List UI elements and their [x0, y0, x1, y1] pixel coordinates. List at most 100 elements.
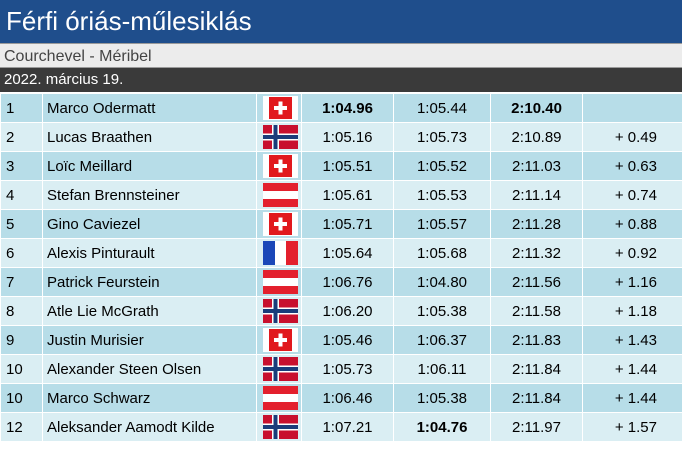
- total-time-cell: 2:11.14: [490, 180, 583, 210]
- austria-flag-icon: [263, 270, 298, 294]
- table-row: 5 Gino Caviezel 1:05.71 1:05.57 2:11.28 + 0.…: [0, 209, 682, 239]
- norway-flag-icon: [263, 357, 298, 381]
- run2-time-cell: 1:05.57: [393, 209, 491, 239]
- table-row: 6 Alexis Pinturault 1:05.64 1:05.68 2:11.32…: [0, 238, 682, 268]
- run2-time-cell: 1:04.80: [393, 267, 491, 297]
- gap-cell: + 1.44: [582, 354, 682, 384]
- rank-cell: 3: [0, 151, 43, 181]
- table-row: 8 Atle Lie McGrath 1:06.20 1:05.38 2:11.58 +…: [0, 296, 682, 326]
- run2-time-cell: 1:05.52: [393, 151, 491, 181]
- run1-time-cell: 1:05.73: [301, 354, 394, 384]
- total-time-cell: 2:11.03: [490, 151, 583, 181]
- athlete-name-cell: Atle Lie McGrath: [42, 296, 257, 326]
- run1-time-cell: 1:06.20: [301, 296, 394, 326]
- run1-time-cell: 1:04.96: [301, 93, 394, 123]
- date-label: 2022. március 19.: [0, 68, 682, 92]
- gap-cell: + 0.88: [582, 209, 682, 239]
- run1-time-cell: 1:05.16: [301, 122, 394, 152]
- athlete-name-cell: Loïc Meillard: [42, 151, 257, 181]
- athlete-name-cell: Marco Odermatt: [42, 93, 257, 123]
- athlete-name-cell: Aleksander Aamodt Kilde: [42, 412, 257, 442]
- run1-time-cell: 1:05.61: [301, 180, 394, 210]
- total-time-cell: 2:11.58: [490, 296, 583, 326]
- results-table: 1 Marco Odermatt 1:04.96 1:05.44 2:10.40 2 Lu…: [0, 93, 682, 442]
- run2-time-cell: 1:05.73: [393, 122, 491, 152]
- austria-flag-icon: [263, 183, 298, 207]
- total-time-cell: 2:11.32: [490, 238, 583, 268]
- results-body: 1 Marco Odermatt 1:04.96 1:05.44 2:10.40 2 Lu…: [0, 93, 682, 442]
- nation-flag-cell: [256, 383, 302, 413]
- table-row: 10 Alexander Steen Olsen 1:05.73 1:06.11 2:…: [0, 354, 682, 384]
- athlete-name-cell: Alexis Pinturault: [42, 238, 257, 268]
- table-row: 12 Aleksander Aamodt Kilde 1:07.21 1:04.76…: [0, 412, 682, 442]
- rank-cell: 10: [0, 354, 43, 384]
- nation-flag-cell: [256, 412, 302, 442]
- nation-flag-cell: [256, 354, 302, 384]
- gap-cell: + 1.57: [582, 412, 682, 442]
- switzerland-flag-icon: [263, 328, 298, 352]
- rank-cell: 9: [0, 325, 43, 355]
- run2-time-cell: 1:06.37: [393, 325, 491, 355]
- table-row: 7 Patrick Feurstein 1:06.76 1:04.80 2:11.56…: [0, 267, 682, 297]
- rank-cell: 8: [0, 296, 43, 326]
- france-flag-icon: [263, 241, 298, 265]
- switzerland-flag-icon: [263, 154, 298, 178]
- gap-cell: + 0.74: [582, 180, 682, 210]
- table-row: 9 Justin Murisier 1:05.46 1:06.37 2:11.83 + …: [0, 325, 682, 355]
- total-time-cell: 2:11.56: [490, 267, 583, 297]
- nation-flag-cell: [256, 296, 302, 326]
- table-row: 4 Stefan Brennsteiner 1:05.61 1:05.53 2:11.…: [0, 180, 682, 210]
- nation-flag-cell: [256, 151, 302, 181]
- nation-flag-cell: [256, 122, 302, 152]
- nation-flag-cell: [256, 180, 302, 210]
- table-row: 2 Lucas Braathen 1:05.16 1:05.73 2:10.89 + 0…: [0, 122, 682, 152]
- run2-time-cell: 1:05.53: [393, 180, 491, 210]
- norway-flag-icon: [263, 125, 298, 149]
- athlete-name-cell: Lucas Braathen: [42, 122, 257, 152]
- total-time-cell: 2:11.84: [490, 383, 583, 413]
- total-time-cell: 2:11.84: [490, 354, 583, 384]
- norway-flag-icon: [263, 299, 298, 323]
- gap-cell: + 0.63: [582, 151, 682, 181]
- rank-cell: 12: [0, 412, 43, 442]
- run2-time-cell: 1:06.11: [393, 354, 491, 384]
- run1-time-cell: 1:05.71: [301, 209, 394, 239]
- run2-time-cell: 1:05.38: [393, 296, 491, 326]
- gap-cell: + 1.44: [582, 383, 682, 413]
- rank-cell: 2: [0, 122, 43, 152]
- run2-time-cell: 1:05.44: [393, 93, 491, 123]
- run2-time-cell: 1:04.76: [393, 412, 491, 442]
- gap-cell: + 0.49: [582, 122, 682, 152]
- switzerland-flag-icon: [263, 96, 298, 120]
- nation-flag-cell: [256, 209, 302, 239]
- total-time-cell: 2:11.97: [490, 412, 583, 442]
- run2-time-cell: 1:05.38: [393, 383, 491, 413]
- nation-flag-cell: [256, 93, 302, 123]
- switzerland-flag-icon: [263, 212, 298, 236]
- nation-flag-cell: [256, 238, 302, 268]
- run1-time-cell: 1:05.51: [301, 151, 394, 181]
- table-row: 3 Loïc Meillard 1:05.51 1:05.52 2:11.03 + 0.…: [0, 151, 682, 181]
- athlete-name-cell: Stefan Brennsteiner: [42, 180, 257, 210]
- run1-time-cell: 1:05.46: [301, 325, 394, 355]
- gap-cell: + 1.18: [582, 296, 682, 326]
- nation-flag-cell: [256, 267, 302, 297]
- nation-flag-cell: [256, 325, 302, 355]
- rank-cell: 7: [0, 267, 43, 297]
- total-time-cell: 2:11.83: [490, 325, 583, 355]
- page-title: Férfi óriás-műlesiklás: [0, 0, 682, 43]
- run1-time-cell: 1:07.21: [301, 412, 394, 442]
- total-time-cell: 2:10.89: [490, 122, 583, 152]
- athlete-name-cell: Patrick Feurstein: [42, 267, 257, 297]
- total-time-cell: 2:11.28: [490, 209, 583, 239]
- norway-flag-icon: [263, 415, 298, 439]
- run1-time-cell: 1:05.64: [301, 238, 394, 268]
- austria-flag-icon: [263, 386, 298, 410]
- table-row: 1 Marco Odermatt 1:04.96 1:05.44 2:10.40: [0, 93, 682, 123]
- athlete-name-cell: Justin Murisier: [42, 325, 257, 355]
- run1-time-cell: 1:06.46: [301, 383, 394, 413]
- run1-time-cell: 1:06.76: [301, 267, 394, 297]
- rank-cell: 10: [0, 383, 43, 413]
- rank-cell: 1: [0, 93, 43, 123]
- athlete-name-cell: Marco Schwarz: [42, 383, 257, 413]
